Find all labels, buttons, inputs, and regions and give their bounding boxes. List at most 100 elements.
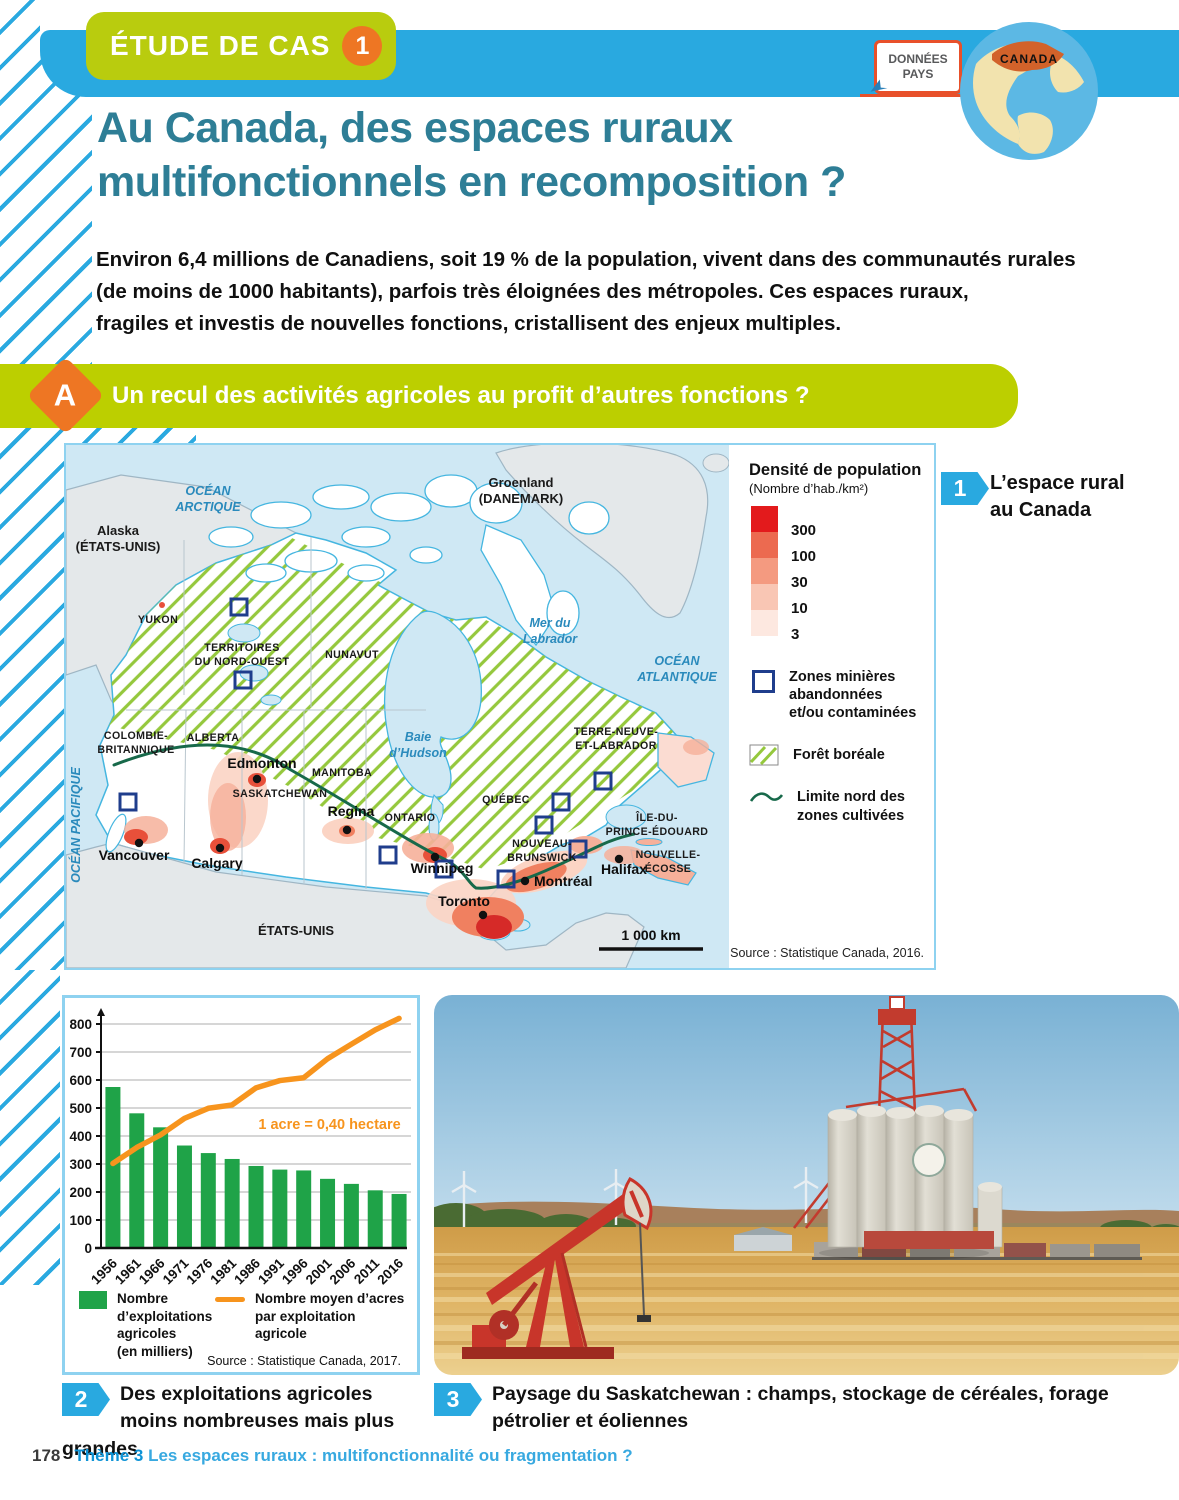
section-a-heading: Un recul des activités agricoles au prof…	[112, 382, 810, 409]
section-a-bar: Un recul des activités agricoles au prof…	[0, 364, 1018, 428]
map-label: MANITOBA	[312, 767, 372, 779]
scale-label: 1 000 km	[621, 927, 680, 943]
map-label: OCÉAN	[185, 483, 231, 498]
mine-square-icon	[752, 670, 775, 693]
legend-item-mines: Zones minières abandonnées et/ou contami…	[749, 668, 926, 722]
intro-line2: (de moins de 1000 habitants), parfois tr…	[96, 280, 969, 304]
hudson-bay	[384, 610, 482, 798]
line-swatch-icon	[215, 1297, 245, 1302]
y-tick-label: 500	[69, 1101, 92, 1116]
x-tick-label: 1981	[207, 1255, 239, 1287]
density-tick: 300	[791, 522, 817, 539]
density-swatch	[751, 558, 778, 584]
map-label: YUKON	[138, 614, 178, 626]
map-label: ET-LABRADOR	[575, 740, 657, 752]
acres-legend-line1: Nombre moyen d’acres	[255, 1291, 405, 1306]
donnees-underline	[860, 94, 962, 97]
density-tick: 10	[791, 600, 808, 617]
density-tick: 3	[791, 626, 800, 643]
map-label: ONTARIO	[385, 812, 436, 824]
y-tick-label: 100	[69, 1213, 92, 1228]
density-tick: 30	[791, 574, 808, 591]
map-label: COLOMBIE-	[104, 730, 168, 742]
mines-label-line1: Zones minières	[789, 669, 896, 685]
map-label: Vancouver	[99, 847, 170, 863]
page-title-line2: multifonctionnels en recomposition ?	[97, 157, 846, 206]
density-tick: 100	[791, 548, 817, 565]
y-tick-label: 200	[69, 1185, 92, 1200]
canada-map-svg: OCÉAN ARCTIQUE Mer du Labrador OCÉAN ATLANTIQ…	[65, 442, 730, 969]
density-color-ramp: 300 100 30 10 3	[751, 506, 926, 646]
map-label: NOUVEAU-	[512, 838, 572, 850]
x-tick-label: 1991	[255, 1255, 287, 1287]
mine-square-marker	[534, 815, 554, 835]
farms-legend-line1: Nombre	[117, 1291, 169, 1306]
farms-legend-line4: (en milliers)	[117, 1343, 193, 1359]
field-streaks	[434, 1253, 1179, 1359]
x-tick-label: 1961	[112, 1255, 144, 1287]
footer-theme-label: Thème 3	[74, 1446, 144, 1465]
map-label: Alaska	[97, 523, 140, 538]
y-tick-label: 700	[69, 1045, 92, 1060]
x-tick-label: 2006	[327, 1255, 359, 1287]
acres-line	[110, 1015, 402, 1167]
density-legend-subtitle: (Nombre d’hab./km²)	[749, 481, 869, 496]
city-dot	[134, 838, 144, 848]
map-label: NOUVELLE-	[636, 849, 701, 861]
y-tick-label: 400	[69, 1129, 92, 1144]
mines-label-line2: abandonnées	[789, 687, 883, 704]
map-label: DU NORD-OUEST	[195, 656, 290, 668]
map-label: Edmonton	[227, 755, 296, 771]
map-label: d’Hudson	[389, 746, 447, 760]
pumpjack	[462, 1177, 653, 1359]
bar	[153, 1127, 169, 1248]
legend-item-forest: Forêt boréale	[749, 744, 926, 766]
page-title: Au Canada, des espaces ruraux multifonct…	[97, 102, 846, 210]
wind-turbines	[451, 1167, 819, 1227]
map-label: SASKATCHEWAN	[233, 788, 328, 800]
x-tick-label: 2011	[351, 1255, 383, 1287]
scale-bar: 1 000 km	[599, 927, 703, 951]
doc3-caption-block: 3 Paysage du Saskatchewan : champs, stoc…	[434, 1381, 1174, 1436]
donnees-pays-button[interactable]: DONNÉES PAYS	[874, 40, 962, 94]
case-study-number-badge: 1	[342, 26, 383, 66]
y-axis-arrow	[97, 1008, 105, 1016]
vancouver-island-shape	[105, 813, 127, 853]
map-label: Toronto	[438, 893, 490, 909]
city-dot	[252, 774, 262, 784]
mine-square-marker	[496, 869, 516, 889]
map-label: Mer du	[530, 616, 571, 630]
chart-annotation: 1 acre = 0,40 hectare	[258, 1117, 400, 1133]
x-tick-label: 1956	[88, 1255, 120, 1287]
x-tick-label: 1976	[184, 1255, 216, 1287]
density-swatch	[751, 584, 778, 610]
doc3-caption: Paysage du Saskatchewan : champs, stocka…	[492, 1383, 1109, 1433]
usa-shape	[65, 842, 645, 969]
map-label: BRUNSWICK	[507, 852, 577, 864]
case-study-badge: ÉTUDE DE CAS 1	[86, 12, 397, 80]
mine-square-marker	[378, 845, 398, 865]
page-footer: 178 Thème 3 Les espaces ruraux : multifo…	[32, 1446, 633, 1466]
map-label: Baie	[405, 730, 431, 744]
bar	[296, 1170, 312, 1248]
mine-square-marker	[551, 792, 571, 812]
donnees-pays-line1: DONNÉES	[888, 52, 948, 66]
doc3-number-tag: 3	[434, 1383, 482, 1416]
chart-panel: 0 100 200 300 400 500 600 700 800 1 acre = 0,40 h…	[62, 995, 420, 1375]
bar	[391, 1193, 407, 1248]
map-legend: Densité de population (Nombre d’hab./km²…	[729, 445, 934, 968]
city-dot	[520, 876, 530, 886]
legend-item-limit: Limite nord des zones cultivées	[749, 788, 926, 824]
density-swatch	[751, 610, 778, 636]
page-title-line1: Au Canada, des espaces ruraux	[97, 104, 733, 152]
city-dot	[614, 854, 624, 864]
globe-canada-icon: CANADA	[960, 22, 1098, 160]
map-panel: OCÉAN ARCTIQUE Mer du Labrador OCÉAN ATLANTIQ…	[64, 442, 936, 970]
x-tick-label: 1986	[231, 1255, 263, 1287]
map-label: Labrador	[523, 632, 578, 646]
map-label: ÎLE-DU-	[635, 811, 678, 824]
legend-item-acres: Nombre moyen d’acres par exploitation ag…	[215, 1290, 409, 1343]
map-label: QUÉBEC	[482, 793, 530, 806]
doc2-caption: Des exploitations agricoles moins nombre…	[62, 1383, 395, 1460]
